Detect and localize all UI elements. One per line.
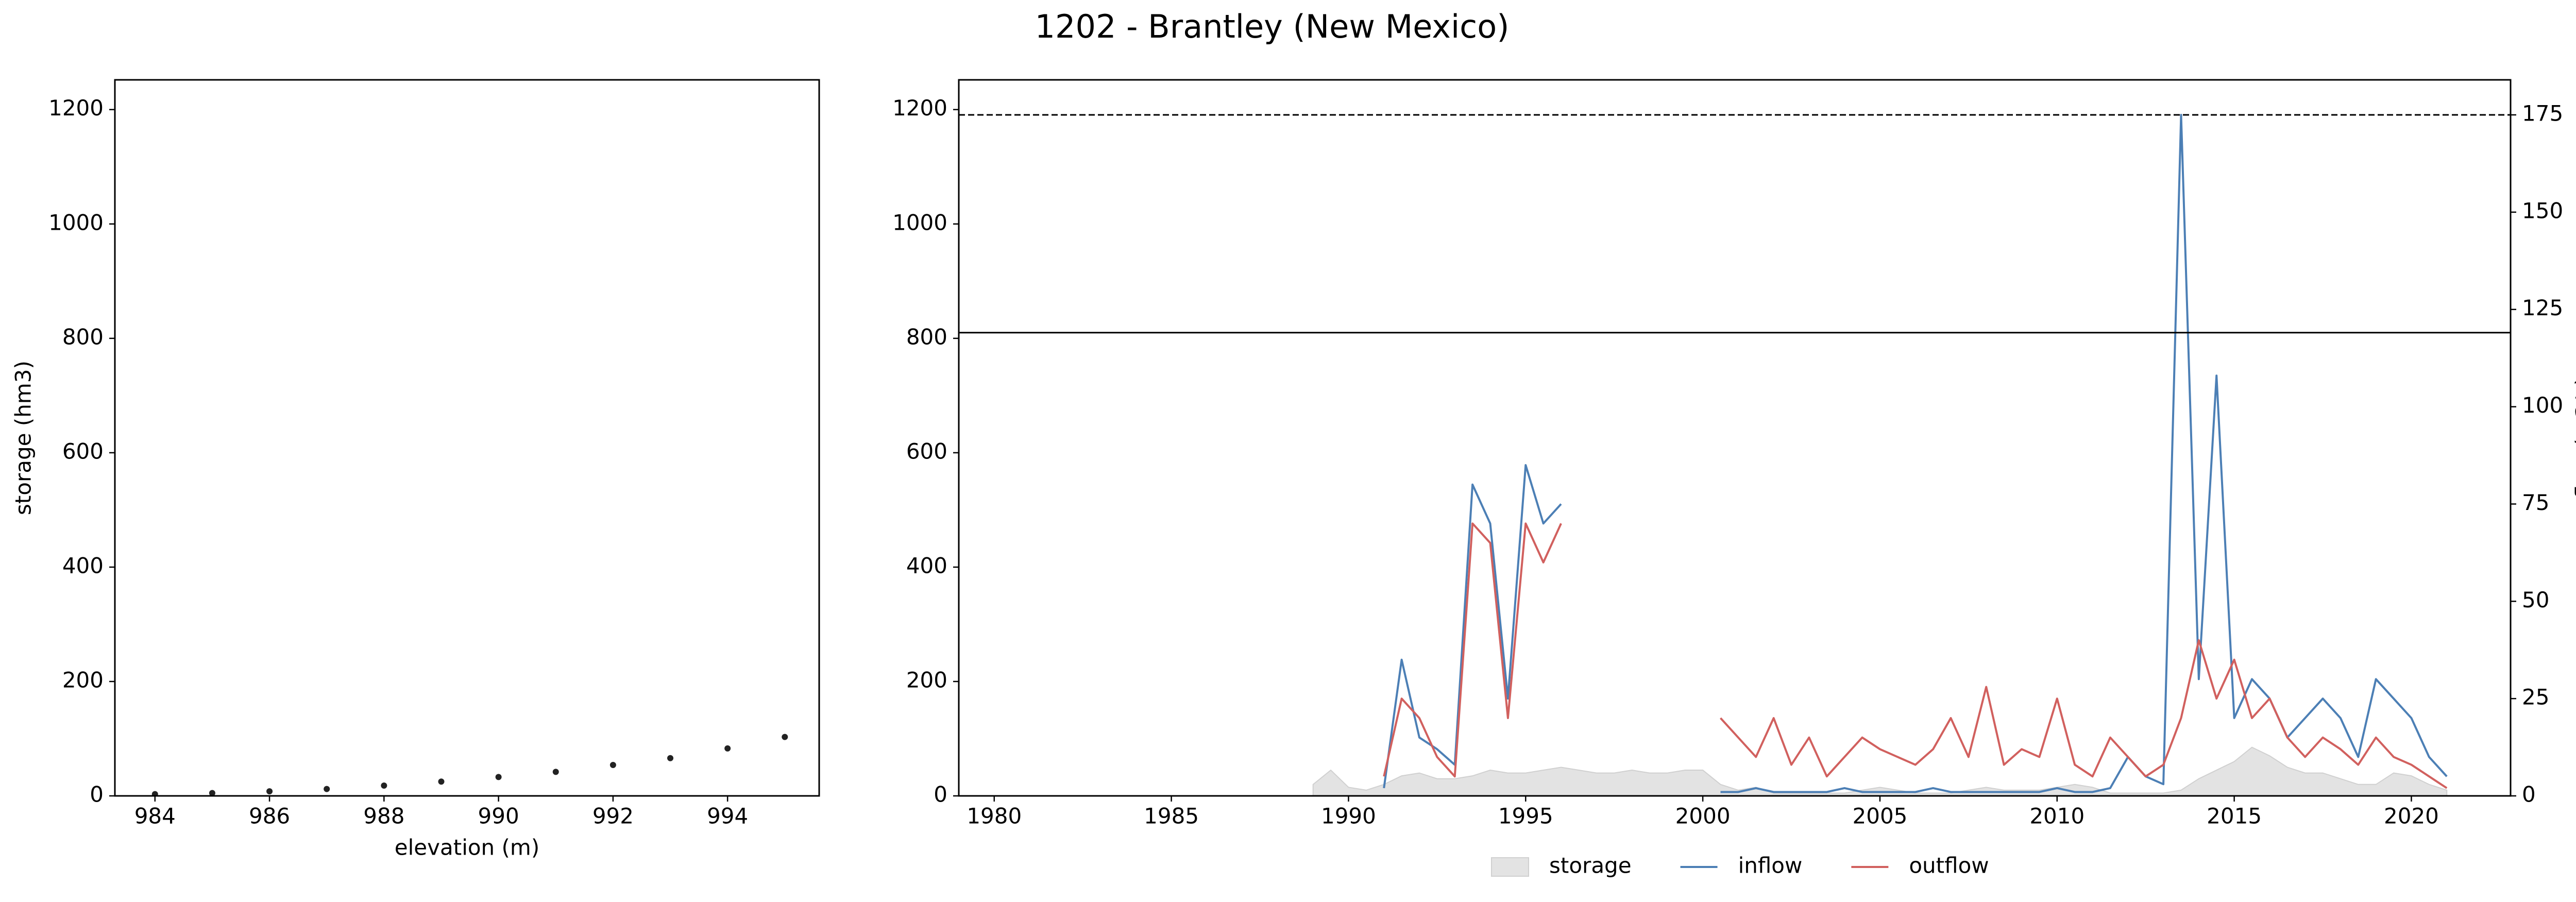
y2-tick-label: 150 bbox=[2522, 198, 2563, 223]
y-tick-label: 400 bbox=[906, 553, 947, 578]
x-tick-label: 1985 bbox=[1144, 804, 1199, 829]
plot-area bbox=[1312, 113, 2448, 796]
y2-tick-label: 100 bbox=[2522, 393, 2563, 418]
area-series bbox=[1312, 746, 2448, 796]
y-tick-label: 200 bbox=[906, 667, 947, 692]
x-tick-label: 2000 bbox=[1675, 804, 1731, 829]
x-tick-label: 988 bbox=[363, 804, 404, 829]
scatter-point bbox=[552, 769, 559, 775]
y2-axis-label: flow (m3/s) bbox=[2571, 377, 2576, 499]
line-series bbox=[1383, 522, 2448, 789]
x-tick-label: 2020 bbox=[2384, 804, 2439, 829]
x-tick-label: 2015 bbox=[2207, 804, 2262, 829]
y-tick-label: 0 bbox=[90, 782, 104, 807]
axes-frame bbox=[958, 79, 2512, 797]
x-tick-label: 2010 bbox=[2029, 804, 2084, 829]
y-tick-label: 400 bbox=[62, 553, 104, 578]
x-axis-label: elevation (m) bbox=[395, 835, 539, 860]
figure-title: 1202 - Brantley (New Mexico) bbox=[1035, 8, 1510, 45]
y2-tick-label: 175 bbox=[2522, 100, 2563, 126]
x-tick-label: 1990 bbox=[1321, 804, 1376, 829]
scatter-point bbox=[151, 791, 158, 796]
y-tick-label: 800 bbox=[906, 324, 947, 349]
line-series bbox=[1383, 113, 2448, 793]
scatter-point bbox=[438, 778, 445, 785]
x-tick-label: 986 bbox=[249, 804, 290, 829]
scatter-point bbox=[782, 734, 788, 740]
x-tick-label: 992 bbox=[592, 804, 634, 829]
legend-swatch bbox=[1491, 857, 1529, 877]
scatter-point bbox=[381, 782, 387, 789]
x-tick-label: 2005 bbox=[1853, 804, 1908, 829]
legend-label: inflow bbox=[1738, 853, 1803, 878]
y-tick-label: 800 bbox=[62, 324, 104, 349]
y-tick-label: 200 bbox=[62, 667, 104, 692]
scatter-point bbox=[667, 755, 674, 761]
scatter-point bbox=[266, 788, 273, 795]
x-tick-label: 1980 bbox=[967, 804, 1022, 829]
y-tick-label: 1200 bbox=[892, 95, 947, 121]
y2-tick-label: 0 bbox=[2522, 782, 2536, 807]
scatter-point bbox=[209, 790, 215, 796]
scatter-point bbox=[609, 762, 616, 769]
y-tick-label: 1000 bbox=[892, 210, 947, 235]
y2-tick-label: 25 bbox=[2522, 685, 2549, 710]
y-axis-label: storage (hm3) bbox=[11, 361, 36, 515]
y-tick-label: 1200 bbox=[48, 95, 104, 121]
scatter-point bbox=[495, 774, 502, 780]
x-tick-label: 990 bbox=[478, 804, 519, 829]
x-tick-label: 994 bbox=[707, 804, 748, 829]
plot-area bbox=[151, 734, 788, 796]
legend-label: storage bbox=[1549, 853, 1632, 878]
scatter-point bbox=[324, 786, 330, 792]
y2-tick-label: 125 bbox=[2522, 295, 2563, 320]
y-tick-label: 600 bbox=[62, 438, 104, 464]
scatter-point bbox=[724, 745, 731, 752]
y-tick-label: 600 bbox=[906, 438, 947, 464]
x-tick-label: 1995 bbox=[1498, 804, 1553, 829]
x-tick-label: 984 bbox=[134, 804, 176, 829]
y2-tick-label: 75 bbox=[2522, 490, 2549, 515]
y2-tick-label: 50 bbox=[2522, 587, 2549, 612]
y-tick-label: 1000 bbox=[48, 210, 104, 235]
y-tick-label: 0 bbox=[934, 782, 947, 807]
axes-frame bbox=[114, 79, 820, 797]
legend-label: outflow bbox=[1909, 853, 1989, 878]
